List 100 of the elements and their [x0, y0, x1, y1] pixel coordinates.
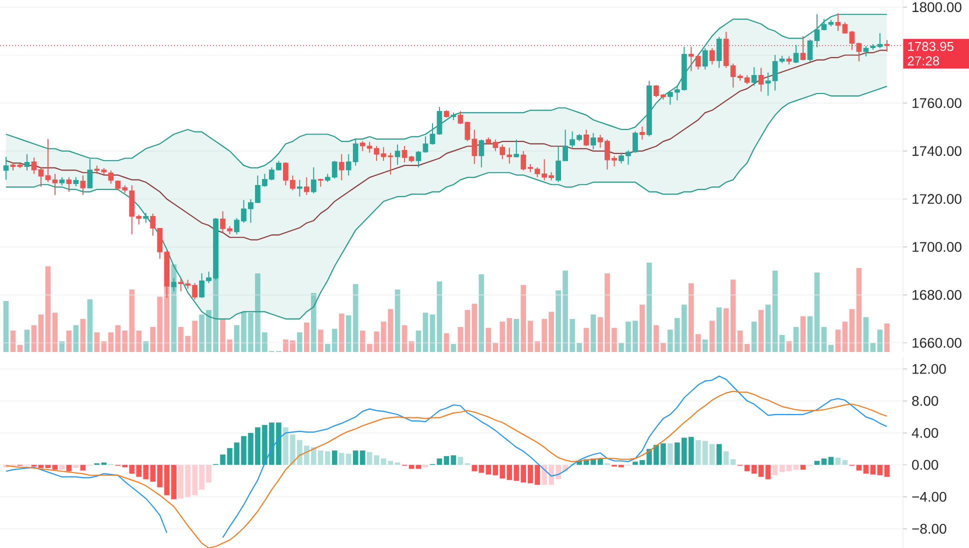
candlestick [52, 173, 58, 196]
candlestick [758, 67, 764, 92]
bar [458, 456, 464, 465]
candlestick [416, 150, 422, 168]
y-tick-label: 1720.00 [912, 194, 962, 204]
candlestick [24, 154, 30, 171]
candlestick [849, 30, 855, 50]
candlestick [402, 146, 408, 163]
bar [380, 458, 386, 465]
bar [464, 310, 470, 352]
bar [849, 309, 855, 352]
y-tick-label: 1680.00 [912, 290, 962, 300]
bar [877, 330, 883, 352]
bar [17, 344, 23, 352]
candlestick [884, 40, 890, 52]
bar [171, 264, 176, 352]
bar [486, 328, 492, 352]
bar [492, 464, 498, 476]
bar [807, 316, 813, 352]
y-tick-label: 1700.00 [912, 242, 962, 252]
bar [24, 330, 30, 352]
candlestick [709, 48, 715, 65]
bar [800, 316, 806, 352]
bar [779, 335, 785, 352]
bar [514, 318, 520, 352]
y-tick-label: 1660.00 [912, 338, 962, 348]
bar [835, 330, 841, 352]
candlestick [514, 139, 520, 158]
y-tick-label: 4.00 [912, 428, 938, 438]
candlestick [863, 46, 869, 57]
bar [751, 322, 757, 352]
bar [52, 312, 58, 352]
candlestick [171, 278, 176, 292]
bar [450, 455, 456, 465]
bar [842, 322, 848, 352]
bar [143, 341, 149, 352]
candlestick [310, 166, 316, 194]
bar [388, 460, 394, 465]
bar [478, 274, 484, 352]
bar [842, 460, 848, 465]
bar [408, 464, 414, 469]
candlestick [702, 48, 708, 70]
candlestick [66, 176, 72, 192]
bar [793, 326, 799, 352]
y-tick-label: 1760.00 [912, 98, 962, 108]
bar [772, 464, 778, 476]
candlestick [422, 136, 428, 154]
candlestick [590, 132, 596, 150]
bar [402, 325, 408, 352]
bar [758, 310, 764, 352]
bar [856, 464, 862, 470]
bar [702, 339, 708, 352]
bar [779, 464, 785, 472]
candlestick [856, 42, 862, 62]
bar [877, 464, 883, 476]
bar [374, 331, 380, 352]
candlestick [751, 66, 757, 86]
bar [436, 281, 442, 352]
bar [374, 455, 380, 465]
candlestick [716, 36, 722, 68]
candlestick [304, 176, 310, 196]
bar [422, 312, 428, 352]
bar [10, 330, 16, 352]
candlestick [430, 122, 436, 146]
bar [338, 314, 344, 352]
bar [828, 456, 834, 465]
bar [716, 307, 722, 352]
bar [856, 268, 862, 352]
text: 27:28 [908, 56, 940, 66]
bar [870, 464, 876, 474]
bar [80, 318, 86, 352]
bar [640, 304, 645, 352]
y-tick-label: 1740.00 [912, 146, 962, 156]
bar [646, 262, 652, 352]
bar [394, 462, 400, 465]
bar [422, 464, 428, 468]
candlestick [793, 44, 799, 64]
bar [472, 304, 478, 352]
candlestick [814, 14, 820, 48]
candlestick [478, 139, 484, 168]
bar [450, 344, 456, 352]
candlestick [45, 138, 51, 182]
bar [709, 320, 715, 352]
bar [486, 464, 492, 474]
bar [416, 330, 422, 352]
bar [360, 330, 366, 352]
bar [863, 464, 869, 474]
bar [366, 344, 372, 352]
bar [332, 450, 338, 465]
bar [884, 464, 890, 477]
y-tick-label: −8.00 [912, 524, 946, 534]
candlestick [296, 179, 302, 198]
bar [360, 450, 366, 465]
bar [590, 314, 596, 352]
bar [66, 464, 72, 472]
bar [31, 325, 37, 352]
ref-line-label: 1783.95 [908, 42, 954, 52]
candlestick [3, 156, 9, 180]
bar [366, 452, 372, 465]
bar [765, 304, 771, 352]
